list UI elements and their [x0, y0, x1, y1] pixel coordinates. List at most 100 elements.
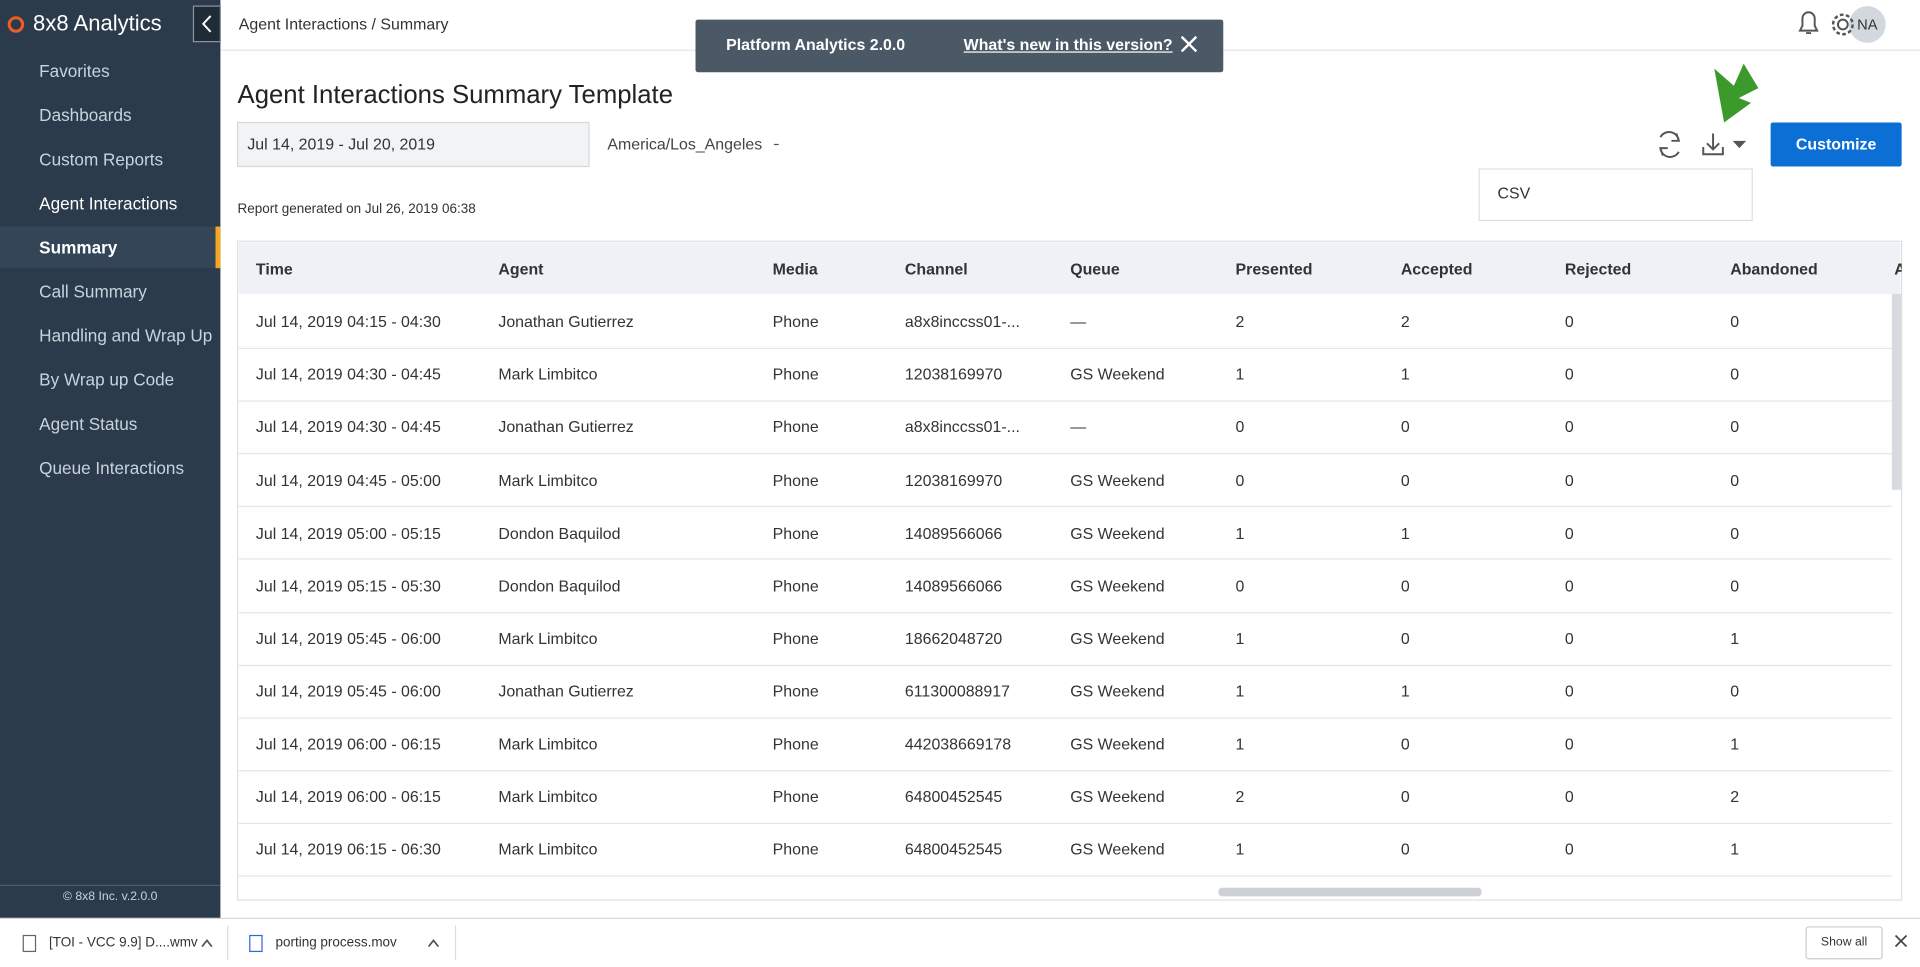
banner-link[interactable]: What's new in this version?: [963, 35, 1173, 55]
table-cell: 611300088917: [904, 681, 1010, 701]
copyright: © 8x8 Inc. v.2.0.0: [62, 890, 158, 904]
column-header[interactable]: Queue: [1070, 259, 1120, 279]
column-header[interactable]: Media: [772, 259, 818, 279]
table-cell: 0: [1730, 312, 1740, 331]
table-cell: 0: [1564, 365, 1574, 384]
table-cell: 0: [1400, 787, 1410, 806]
table-cell: 0: [1564, 681, 1574, 701]
table-cell: 1: [1235, 523, 1245, 542]
page-title: Agent Interactions Summary Template: [237, 81, 674, 110]
table-cell: 0: [1730, 418, 1740, 437]
timezone[interactable]: America/Los_Angeles: [607, 134, 763, 154]
nav-sub-item[interactable]: Call Summary: [39, 281, 147, 301]
column-header[interactable]: Accepted: [1400, 259, 1473, 279]
customize-button[interactable]: Customize: [1795, 134, 1877, 154]
table-cell: Mark Limbitco: [498, 629, 598, 648]
column-header[interactable]: Rejected: [1564, 259, 1632, 279]
table-cell: GS Weekend: [1070, 470, 1165, 490]
column-header[interactable]: Agent: [498, 259, 544, 279]
show-all[interactable]: Show all: [1820, 935, 1868, 949]
logo: 8x8 Analytics: [33, 11, 162, 36]
table-cell: Phone: [772, 312, 819, 331]
row-divider: [238, 400, 1892, 402]
table-cell: 2: [1400, 312, 1410, 331]
nav-item[interactable]: Favorites: [39, 60, 110, 81]
table-cell: 64800452545: [904, 840, 1003, 859]
table-cell: 18662048720: [904, 629, 1003, 648]
row-divider: [238, 717, 1892, 719]
table-cell: Jul 14, 2019 05:15 - 05:30: [255, 576, 441, 595]
nav-item[interactable]: Queue Interactions: [39, 457, 185, 478]
table-cell: 0: [1235, 576, 1245, 595]
column-header[interactable]: Abandoned: [1730, 259, 1818, 279]
table-cell: Jul 14, 2019 06:00 - 06:15: [255, 787, 441, 806]
table-cell: 1: [1235, 365, 1245, 384]
row-divider: [238, 822, 1892, 824]
row-divider: [238, 611, 1892, 613]
nav-sub-item[interactable]: Summary: [39, 237, 118, 257]
column-header[interactable]: Channel: [904, 259, 968, 279]
table-cell: 0: [1564, 576, 1574, 595]
table-cell: Phone: [772, 681, 819, 701]
table-cell: Phone: [772, 365, 819, 384]
table-cell: 0: [1730, 470, 1740, 490]
table-cell: —: [1070, 312, 1087, 331]
table-cell: 0: [1730, 681, 1740, 701]
column-header[interactable]: A: [1894, 260, 1901, 279]
table-cell: Jul 14, 2019 06:15 - 06:30: [255, 840, 441, 859]
nav-item[interactable]: Agent Interactions: [39, 192, 178, 213]
nav-item[interactable]: Custom Reports: [39, 148, 164, 169]
table-cell: GS Weekend: [1070, 681, 1165, 701]
table-cell: 0: [1564, 840, 1574, 859]
nav-item[interactable]: Dashboards: [39, 104, 132, 125]
avatar[interactable]: NA: [1857, 15, 1878, 33]
table-cell: 2: [1235, 312, 1245, 331]
table-cell: GS Weekend: [1070, 840, 1165, 859]
table-cell: GS Weekend: [1070, 734, 1165, 754]
table-cell: 14089566066: [904, 523, 1003, 542]
column-header[interactable]: Time: [255, 259, 293, 279]
table-cell: 0: [1730, 365, 1740, 384]
table-cell: Mark Limbitco: [498, 787, 598, 806]
nav-sub-item[interactable]: Handling and Wrap Up: [39, 325, 213, 345]
table-cell: 2: [1730, 787, 1740, 806]
table-cell: 0: [1235, 470, 1245, 490]
table-cell: 0: [1730, 576, 1740, 595]
table-cell: Mark Limbitco: [498, 734, 598, 754]
table-cell: Mark Limbitco: [498, 840, 598, 859]
table-cell: 0: [1564, 787, 1574, 806]
banner-title: Platform Analytics 2.0.0: [726, 35, 906, 55]
download-file[interactable]: [TOI - VCC 9.9] D....wmv: [48, 935, 198, 951]
column-header[interactable]: Presented: [1235, 259, 1313, 279]
table-cell: Phone: [772, 576, 819, 595]
breadcrumb: Agent Interactions / Summary: [238, 14, 449, 34]
table-cell: 2: [1235, 787, 1245, 806]
table-cell: Mark Limbitco: [498, 365, 598, 384]
nav-item[interactable]: Agent Status: [39, 413, 138, 433]
table-cell: 0: [1564, 418, 1574, 437]
date-range[interactable]: Jul 14, 2019 - Jul 20, 2019: [247, 134, 435, 154]
table-cell: Dondon Baquilod: [498, 523, 621, 542]
table-cell: GS Weekend: [1070, 523, 1165, 542]
table-cell: 12038169970: [904, 470, 1003, 490]
table-cell: GS Weekend: [1070, 576, 1165, 595]
table-cell: a8x8inccss01-...: [904, 312, 1020, 331]
table-cell: Phone: [772, 418, 819, 437]
nav-sub-item[interactable]: By Wrap up Code: [39, 369, 175, 389]
table-cell: 0: [1400, 576, 1410, 595]
table-cell: 1: [1235, 734, 1245, 754]
row-divider: [238, 506, 1892, 508]
table-cell: Jul 14, 2019 06:00 - 06:15: [255, 734, 441, 754]
table-cell: 0: [1730, 523, 1740, 542]
table-cell: 0: [1564, 734, 1574, 754]
table-cell: Phone: [772, 523, 819, 542]
table-cell: Jul 14, 2019 05:00 - 05:15: [255, 523, 441, 542]
export-option[interactable]: CSV: [1497, 183, 1531, 203]
table-cell: 0: [1400, 734, 1410, 754]
table-cell: 1: [1400, 523, 1410, 542]
download-file[interactable]: porting process.mov: [275, 935, 397, 951]
table-cell: 1: [1730, 734, 1740, 754]
